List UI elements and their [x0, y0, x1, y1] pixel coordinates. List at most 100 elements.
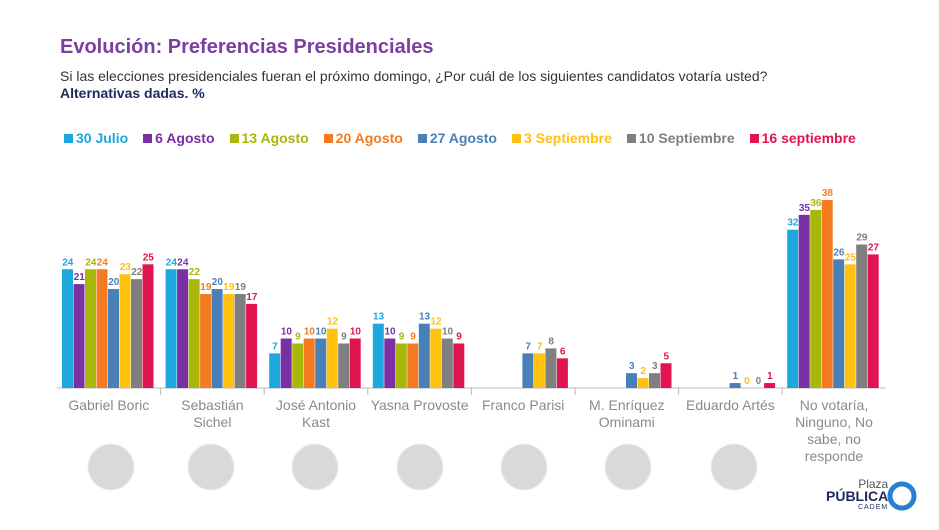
legend-swatch — [749, 133, 759, 143]
bar — [453, 343, 465, 388]
bar — [844, 264, 856, 388]
x-tick-label: Yasna Provoste — [370, 397, 469, 413]
bar — [269, 353, 281, 388]
value-label: 10 — [281, 327, 293, 338]
value-label: 27 — [868, 242, 880, 253]
value-label: 17 — [246, 292, 258, 303]
value-label: 9 — [295, 331, 301, 342]
chart-subtitle: Si las elecciones presidenciales fueran … — [60, 68, 768, 84]
value-label: 24 — [166, 257, 178, 268]
photo — [500, 443, 548, 491]
value-label: 22 — [189, 267, 201, 278]
value-label: 1 — [767, 371, 773, 382]
logo-text: CADEM — [857, 504, 889, 511]
bar — [729, 383, 741, 388]
bar — [131, 279, 142, 388]
bar — [292, 343, 304, 388]
value-label: 0 — [744, 376, 750, 387]
value-label: 19 — [200, 282, 212, 293]
x-tick-label: Eduardo Artés — [686, 397, 775, 413]
value-label: 10 — [384, 327, 396, 338]
bar — [798, 214, 810, 388]
bar — [165, 269, 177, 388]
value-label: 35 — [799, 203, 811, 214]
value-label: 12 — [327, 317, 339, 328]
bar — [119, 274, 131, 388]
bar — [85, 269, 96, 388]
bar — [821, 200, 833, 388]
value-label: 26 — [833, 247, 845, 258]
bar — [407, 343, 419, 388]
value-label: 9 — [456, 331, 462, 342]
value-label: 7 — [525, 341, 531, 352]
legend-item: 16 septiembre — [749, 130, 856, 146]
bar — [200, 294, 212, 388]
value-label: 20 — [212, 277, 224, 288]
photo — [187, 443, 235, 491]
value-label: 32 — [787, 218, 799, 229]
value-label: 38 — [822, 188, 834, 199]
bar — [764, 383, 776, 388]
bar — [349, 338, 361, 388]
value-label: 19 — [235, 282, 247, 293]
value-label: 13 — [419, 312, 431, 323]
bar — [326, 328, 338, 388]
legend-item: 30 Julio — [64, 130, 128, 146]
value-label: 24 — [177, 257, 189, 268]
value-label: 24 — [97, 257, 109, 268]
value-label: 9 — [399, 331, 405, 342]
value-label: 3 — [629, 361, 635, 372]
bar — [280, 338, 292, 388]
bar — [395, 343, 407, 388]
legend-label: 10 Septiembre — [638, 130, 735, 146]
legend-label: 3 Septiembre — [523, 130, 612, 146]
value-label: 3 — [652, 361, 658, 372]
value-label: 0 — [756, 376, 762, 387]
legend-label: 6 Agosto — [155, 130, 215, 146]
photo — [396, 443, 444, 491]
legend-label: 27 Agosto — [429, 130, 497, 146]
legend-label: 20 Agosto — [335, 130, 403, 146]
value-label: 9 — [341, 331, 347, 342]
bar — [315, 338, 327, 388]
legend-item: 10 Septiembre — [626, 130, 735, 146]
value-label: 6 — [560, 346, 566, 357]
bar — [211, 289, 223, 388]
legend-item: 13 Agosto — [229, 130, 309, 146]
value-label: 13 — [373, 312, 385, 323]
legend-item: 27 Agosto — [417, 130, 497, 146]
legend-item: 6 Agosto — [143, 130, 215, 146]
bar — [810, 209, 822, 388]
value-label: 25 — [845, 252, 857, 263]
photos — [87, 443, 758, 491]
bar — [626, 373, 637, 388]
bar — [246, 303, 258, 388]
bar — [418, 323, 430, 388]
legend-item: 20 Agosto — [323, 130, 403, 146]
bar — [338, 343, 350, 388]
value-label: 7 — [272, 341, 278, 352]
value-label: 21 — [74, 272, 86, 283]
value-label: 10 — [304, 327, 316, 338]
bar — [62, 269, 73, 388]
value-label: 23 — [120, 262, 132, 273]
x-tick-label: Sebastián Sichel — [181, 397, 244, 430]
legend-swatch — [417, 133, 427, 143]
bar — [649, 373, 660, 388]
bar — [660, 363, 672, 388]
value-label: 24 — [62, 257, 74, 268]
value-label: 20 — [108, 277, 120, 288]
value-label: 7 — [537, 341, 543, 352]
legend-swatch — [511, 133, 521, 143]
bar — [142, 264, 154, 388]
value-label: 5 — [663, 351, 669, 362]
x-tick-label: Gabriel Boric — [68, 397, 150, 413]
bar — [108, 289, 119, 388]
photo — [291, 443, 339, 491]
legend-swatch — [229, 133, 239, 143]
bar — [522, 353, 534, 388]
bar — [441, 338, 453, 388]
bar — [384, 338, 396, 388]
